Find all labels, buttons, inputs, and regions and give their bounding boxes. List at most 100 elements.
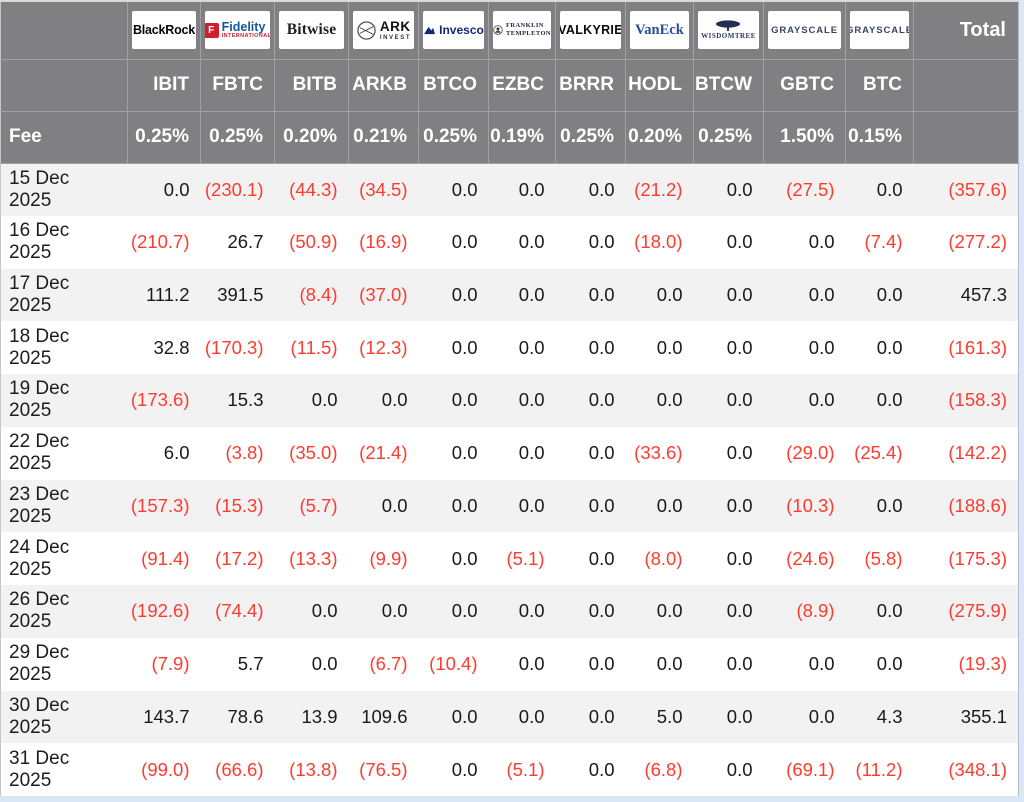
flow-cell: (27.5) (763, 163, 846, 216)
flow-cell: (16.9) (348, 215, 419, 269)
row-total: (142.2) (913, 426, 1019, 480)
flow-cell: 0.0 (693, 426, 764, 480)
flow-cell: (173.6) (127, 374, 201, 427)
row-total: (19.3) (913, 637, 1019, 691)
flow-cell: 0.0 (488, 479, 556, 533)
flow-cell: 0.0 (693, 532, 764, 585)
ticker-btcw: BTCW (693, 59, 764, 112)
table-row: 26 Dec 2025 (192.6) (74.4) 0.0 0.0 0.0 0… (0, 585, 1019, 638)
column-header-fidelity: F Fidelity INTERNATIONAL (200, 1, 275, 60)
invesco-wordmark: Invesco (439, 23, 484, 38)
flow-cell: 0.0 (763, 690, 846, 744)
flow-cell: 0.0 (763, 215, 846, 269)
flow-cell: 5.7 (200, 637, 275, 691)
table-row: 16 Dec 2025 (210.7) 26.7 (50.9) (16.9) 0… (0, 215, 1019, 269)
table-body: 15 Dec 2025 0.0 (230.1) (44.3) (34.5) 0.… (0, 163, 1019, 796)
column-header-valkyrie: VALKYRIE (555, 1, 626, 60)
flow-cell: 0.0 (555, 215, 626, 269)
flow-cell: 0.0 (693, 321, 764, 374)
flow-cell: 0.0 (763, 321, 846, 374)
row-date: 22 Dec 2025 (0, 426, 128, 480)
blackrock-wordmark: BlackRock (132, 23, 196, 38)
flow-cell: 32.8 (127, 321, 201, 374)
row-date: 24 Dec 2025 (0, 532, 128, 585)
flow-cell: (25.4) (845, 426, 914, 480)
flow-cell: (66.6) (200, 743, 275, 796)
row-total: (188.6) (913, 479, 1019, 533)
flow-cell: 0.0 (845, 321, 914, 374)
invesco-logo: Invesco (423, 11, 484, 50)
flow-cell: 0.0 (763, 268, 846, 322)
wisdomtree-tree-icon (716, 20, 741, 32)
flow-cell: 13.9 (274, 690, 349, 744)
vaneck-wordmark: VanEck (635, 21, 684, 38)
flow-cell: 0.0 (418, 690, 489, 744)
fee-btcw: 0.25% (693, 111, 764, 164)
flow-cell: 0.0 (625, 268, 694, 322)
flow-cell: (9.9) (348, 532, 419, 585)
flow-cell: 0.0 (845, 585, 914, 638)
flow-cell: (10.3) (763, 479, 846, 533)
ticker-brrr: BRRR (555, 59, 626, 112)
flow-cell: 0.0 (625, 585, 694, 638)
flow-cell: 0.0 (488, 690, 556, 744)
row-date: 29 Dec 2025 (0, 637, 128, 691)
flow-cell: 0.0 (555, 374, 626, 427)
fidelity-logo: F Fidelity INTERNATIONAL (205, 11, 270, 50)
row-date: 15 Dec 2025 (0, 163, 128, 216)
row-total: (277.2) (913, 215, 1019, 269)
flow-cell: (37.0) (348, 268, 419, 322)
row-date: 16 Dec 2025 (0, 215, 128, 269)
flow-cell: (13.3) (274, 532, 349, 585)
fee-bitb: 0.20% (274, 111, 349, 164)
ticker-arkb: ARKB (348, 59, 419, 112)
flow-cell: (21.2) (625, 163, 694, 216)
wisdomtree-logo: WISDOMTREE (698, 11, 759, 50)
flow-cell: 5.0 (625, 690, 694, 744)
provider-logo-row: BlackRock F Fidelity INTERNATIONAL Bitwi… (0, 1, 1019, 60)
flow-cell: 0.0 (418, 163, 489, 216)
flow-cell: 78.6 (200, 690, 275, 744)
flow-cell: 0.0 (488, 426, 556, 480)
fee-fbtc: 0.25% (200, 111, 275, 164)
ticker-btc: BTC (845, 59, 914, 112)
flow-cell: 0.0 (625, 321, 694, 374)
ticker-fbtc: FBTC (200, 59, 275, 112)
flow-cell: (10.4) (418, 637, 489, 691)
column-header-blackrock: BlackRock (127, 1, 201, 60)
table-row: 17 Dec 2025 111.2 391.5 (8.4) (37.0) 0.0… (0, 268, 1019, 322)
flow-cell: 0.0 (693, 268, 764, 322)
empty-cell (913, 59, 1019, 112)
flow-cell: 0.0 (693, 215, 764, 269)
row-total: (275.9) (913, 585, 1019, 638)
flow-cell: 0.0 (625, 374, 694, 427)
fee-label: Fee (0, 111, 128, 164)
ticker-gbtc: GBTC (763, 59, 846, 112)
fidelity-wordmark: Fidelity INTERNATIONAL (221, 19, 270, 40)
ark-wordmark: ARK INVEST (379, 19, 412, 41)
ticker-ezbc: EZBC (488, 59, 556, 112)
fee-btco: 0.25% (418, 111, 489, 164)
flow-cell: (12.3) (348, 321, 419, 374)
blackrock-logo: BlackRock (132, 11, 196, 50)
flow-cell: 0.0 (555, 743, 626, 796)
row-total: 457.3 (913, 268, 1019, 322)
flow-cell: 0.0 (348, 585, 419, 638)
table-row: 23 Dec 2025 (157.3) (15.3) (5.7) 0.0 0.0… (0, 479, 1019, 533)
flow-cell: 0.0 (693, 690, 764, 744)
flow-cell: 0.0 (845, 479, 914, 533)
flow-cell: 0.0 (418, 321, 489, 374)
ticker-row: IBIT FBTC BITB ARKB BTCO EZBC BRRR HODL … (0, 59, 1019, 112)
flow-cell: 0.0 (127, 163, 201, 216)
flow-cell: 0.0 (693, 585, 764, 638)
flow-cell: (230.1) (200, 163, 275, 216)
bitwise-wordmark: Bitwise (286, 21, 337, 39)
flow-cell: (5.1) (488, 532, 556, 585)
valkyrie-logo: VALKYRIE (560, 11, 621, 50)
flow-cell: 0.0 (488, 215, 556, 269)
flow-cell: 0.0 (693, 163, 764, 216)
row-date: 19 Dec 2025 (0, 374, 128, 427)
row-date: 26 Dec 2025 (0, 585, 128, 638)
flow-cell: 0.0 (845, 637, 914, 691)
